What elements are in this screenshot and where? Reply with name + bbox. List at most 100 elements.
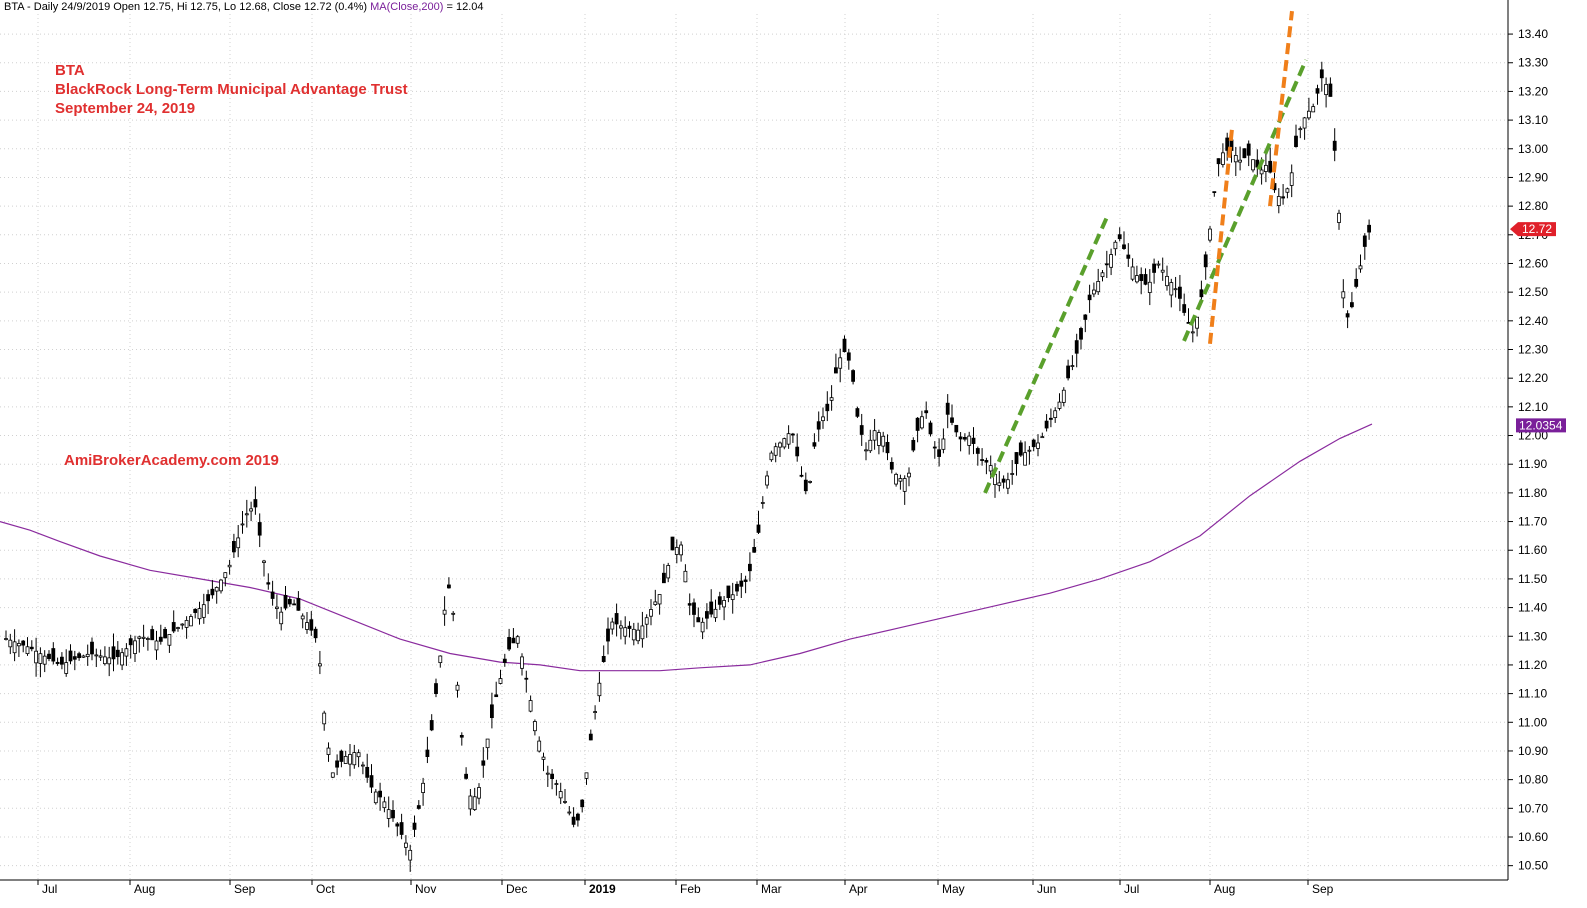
candle	[1135, 265, 1139, 284]
candle-body	[666, 565, 671, 579]
candle	[782, 437, 787, 450]
candle	[571, 807, 576, 828]
candle	[705, 603, 709, 630]
y-tick-label: 11.60	[1518, 543, 1547, 557]
candle-body	[214, 587, 219, 592]
candle-body	[1178, 286, 1182, 299]
candle-body	[825, 403, 830, 412]
candle	[81, 654, 86, 658]
candle-body	[649, 609, 653, 617]
candle	[945, 394, 950, 429]
candle	[210, 580, 215, 599]
candle	[743, 575, 748, 594]
ma-price-label: 12.0354	[1519, 418, 1563, 432]
candle-body	[1117, 234, 1122, 240]
x-tick-label: Nov	[415, 882, 436, 896]
candle	[1298, 126, 1303, 139]
candle	[201, 593, 206, 624]
candle	[963, 433, 967, 442]
candle	[51, 642, 56, 665]
candle-body	[1031, 439, 1036, 448]
candle	[619, 620, 623, 640]
candle	[898, 474, 903, 490]
candle-body	[1147, 281, 1152, 293]
candle	[498, 669, 503, 685]
candle-body	[485, 738, 490, 749]
candle-body	[481, 760, 486, 766]
candle	[356, 749, 361, 768]
candle-body	[25, 646, 30, 655]
candle	[283, 585, 288, 611]
candle	[752, 538, 757, 553]
candle-body	[945, 402, 950, 415]
candle	[167, 634, 172, 653]
candle-body	[382, 801, 387, 809]
y-tick-label: 12.60	[1518, 256, 1548, 270]
candle	[438, 655, 443, 668]
candle-body	[360, 764, 365, 767]
candle	[954, 424, 959, 437]
candle	[1328, 77, 1333, 97]
candle	[980, 448, 984, 466]
candle-body	[1109, 254, 1113, 268]
candle-body	[1160, 269, 1165, 273]
candle-body	[412, 822, 417, 830]
candle	[455, 681, 460, 698]
candle-body	[1044, 420, 1049, 429]
candle	[292, 599, 297, 606]
candle	[864, 442, 868, 461]
candle-body	[1302, 117, 1307, 129]
candle	[799, 466, 804, 478]
candle	[687, 593, 692, 616]
candle	[1195, 316, 1199, 337]
y-tick-label: 10.70	[1518, 801, 1548, 815]
candle-body	[274, 606, 279, 609]
candle	[305, 611, 309, 634]
candle-body	[687, 603, 692, 606]
candle	[193, 608, 198, 619]
candle	[636, 622, 640, 645]
candle-body	[915, 417, 920, 431]
candle-body	[619, 625, 623, 629]
candle-body	[1345, 313, 1350, 318]
candle-body	[1242, 148, 1247, 159]
candle	[1199, 280, 1204, 300]
x-tick-label: Jul	[42, 882, 57, 896]
candle-body	[1259, 169, 1264, 175]
candle	[670, 536, 675, 551]
candle	[16, 639, 21, 657]
candle	[244, 499, 249, 528]
candle-body	[1354, 278, 1359, 287]
candle	[103, 646, 107, 666]
candle	[98, 649, 103, 661]
candle-body	[416, 805, 421, 809]
candle-body	[236, 537, 241, 549]
candle-body	[201, 604, 206, 618]
candle-body	[640, 625, 645, 640]
candle-body	[1092, 289, 1096, 295]
candle-body	[103, 656, 107, 665]
candle	[554, 779, 559, 796]
candle-body	[1337, 212, 1341, 223]
candle-body	[928, 422, 933, 435]
candle	[696, 607, 701, 623]
candle	[1246, 140, 1251, 167]
candle-body	[601, 656, 606, 662]
candle	[829, 385, 834, 411]
candle-body	[378, 790, 383, 798]
orange-trend-line	[1208, 128, 1234, 344]
candle	[391, 800, 395, 822]
candle	[515, 634, 520, 648]
candle	[322, 710, 327, 731]
candle	[1036, 434, 1040, 457]
candle-body	[1152, 263, 1156, 273]
y-tick-label: 11.90	[1518, 457, 1547, 471]
x-tick-label: 2019	[589, 882, 616, 896]
candle-body	[670, 536, 675, 551]
candle	[47, 650, 51, 662]
candle-body	[984, 460, 989, 463]
candle	[748, 552, 752, 582]
candle-body	[941, 438, 946, 450]
candle-body	[554, 783, 559, 785]
candle	[937, 438, 941, 467]
